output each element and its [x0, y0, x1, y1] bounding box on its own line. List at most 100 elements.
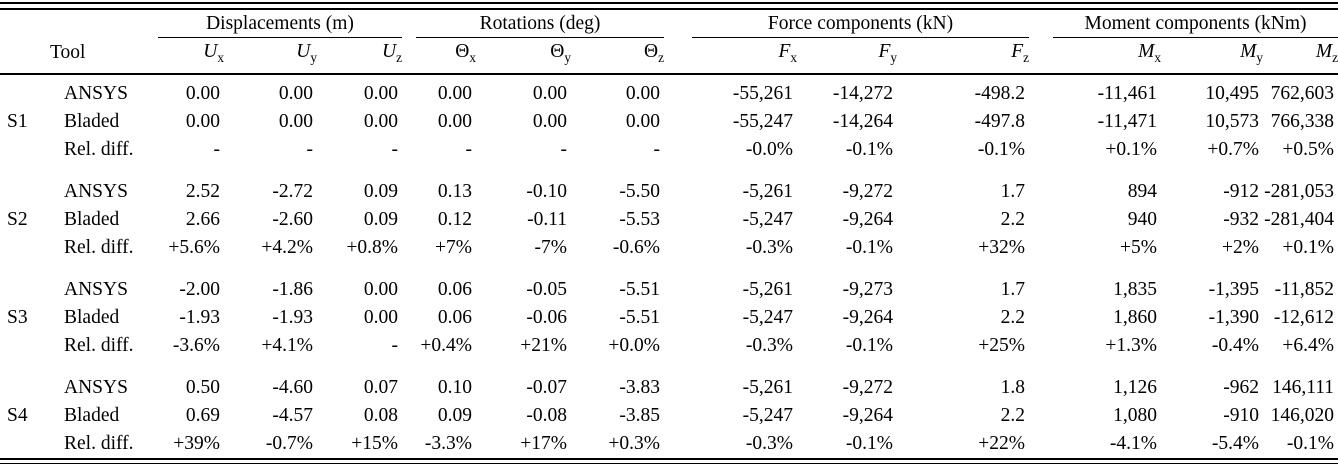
- tool-name: Bladed: [64, 208, 120, 230]
- value-cell: 0.00: [532, 110, 567, 132]
- value-cell: -3.6%: [172, 334, 220, 356]
- value-cell: 0.09: [363, 180, 398, 202]
- value-cell: 0.12: [437, 208, 472, 230]
- value-cell: -11,471: [1097, 110, 1158, 132]
- tool-name: Rel. diff.: [64, 236, 134, 258]
- tool-name: Rel. diff.: [64, 334, 134, 356]
- symbol-u: U: [382, 41, 397, 62]
- table-row: Bladed 2.66 -2.60 0.09 0.12 -0.11 -5.53 …: [0, 206, 1338, 234]
- value-cell: -3.83: [619, 376, 661, 398]
- value-cell: +0.7%: [1207, 138, 1260, 160]
- column-spacer: [1029, 164, 1053, 206]
- value-cell: 2.2: [1000, 306, 1026, 328]
- value-cell: -5.4%: [1211, 432, 1260, 454]
- value-cell: 0.09: [363, 208, 398, 230]
- value-cell: -0.7%: [265, 432, 313, 454]
- column-spacer: [1029, 360, 1053, 402]
- column-spacer: [1029, 108, 1053, 136]
- table-top-rule: [0, 2, 1338, 10]
- value-cell: 10,495: [1205, 82, 1260, 104]
- table-row: Rel. diff. +5.6% +4.2% +0.8% +7% -7% -0.…: [0, 234, 1338, 262]
- column-spacer: [664, 74, 692, 108]
- value-cell: -14,264: [832, 110, 894, 132]
- value-cell: -5,261: [742, 278, 794, 300]
- value-cell: 2.66: [185, 208, 220, 230]
- value-cell: -0.0%: [745, 138, 794, 160]
- scenario-header-blank: [0, 37, 50, 75]
- column-spacer: [402, 402, 416, 430]
- column-spacer: [664, 37, 693, 75]
- column-spacer: [664, 136, 692, 164]
- value-cell: -: [560, 138, 568, 160]
- symbol-theta: Θ: [455, 41, 470, 62]
- value-cell: -281,404: [1264, 208, 1335, 230]
- col-header-my: My: [1161, 37, 1264, 75]
- value-cell: -0.4%: [1211, 334, 1260, 356]
- column-spacer: [402, 234, 416, 262]
- value-cell: -55,247: [732, 110, 794, 132]
- symbol-u: U: [203, 41, 218, 62]
- value-cell: 0.06: [437, 306, 472, 328]
- tool-name: Rel. diff.: [64, 138, 134, 160]
- column-spacer: [664, 206, 692, 234]
- value-cell: -3.3%: [424, 432, 472, 454]
- value-cell: -4.1%: [1109, 432, 1158, 454]
- value-cell: 10,573: [1205, 110, 1260, 132]
- symbol-m: M: [1240, 41, 1257, 62]
- column-spacer: [402, 332, 416, 360]
- column-spacer: [402, 206, 416, 234]
- comparison-table: Displacements (m) Rotations (deg) Force …: [0, 10, 1338, 458]
- value-cell: 0.00: [437, 110, 472, 132]
- value-cell: -2.00: [179, 278, 220, 300]
- table-bottom-rule: [0, 457, 1338, 464]
- column-spacer: [664, 332, 692, 360]
- tool-name: ANSYS: [64, 376, 128, 398]
- value-cell: -: [391, 138, 399, 160]
- table-row: Rel. diff. +39% -0.7% +15% -3.3% +17% +0…: [0, 430, 1338, 458]
- column-spacer: [664, 10, 692, 38]
- col-header-fz: Fz: [897, 37, 1030, 75]
- value-cell: -2.72: [272, 180, 313, 202]
- value-cell: -0.06: [526, 306, 567, 328]
- value-cell: -0.1%: [977, 138, 1026, 160]
- value-cell: +6.4%: [1282, 334, 1335, 356]
- col-header-thetay: Θy: [476, 37, 571, 75]
- value-cell: 0.69: [185, 404, 220, 426]
- value-cell: -0.1%: [845, 432, 894, 454]
- symbol-f: F: [1011, 41, 1024, 62]
- table-row: Rel. diff. -3.6% +4.1% - +0.4% +21% +0.0…: [0, 332, 1338, 360]
- symbol-m: M: [1315, 41, 1333, 62]
- value-cell: -9,273: [842, 278, 894, 300]
- value-cell: -1,390: [1208, 306, 1260, 328]
- value-cell: -9,272: [842, 376, 894, 398]
- column-spacer: [402, 108, 416, 136]
- tool-name: ANSYS: [64, 82, 128, 104]
- column-spacer: [664, 402, 692, 430]
- column-spacer: [664, 430, 692, 458]
- symbol-theta: Θ: [550, 41, 565, 62]
- value-cell: -: [391, 334, 399, 356]
- column-spacer: [664, 262, 692, 304]
- table-row: S4 ANSYS 0.50 -4.60 0.07 0.10 -0.07 -3.8…: [0, 360, 1338, 426]
- value-cell: -1.86: [272, 278, 313, 300]
- value-cell: -1.93: [272, 306, 313, 328]
- value-cell: -1.93: [179, 306, 220, 328]
- col-header-uy: Uy: [224, 37, 317, 75]
- value-cell: 2.52: [185, 180, 220, 202]
- col-header-mx: Mx: [1053, 37, 1162, 75]
- value-cell: -5,247: [742, 306, 794, 328]
- symbol-m: M: [1138, 41, 1155, 62]
- value-cell: 0.00: [363, 110, 398, 132]
- value-cell: -0.11: [527, 208, 567, 230]
- col-header-mz: Mz: [1263, 37, 1338, 75]
- value-cell: -2.60: [272, 208, 313, 230]
- value-cell: -0.3%: [745, 432, 794, 454]
- value-cell: -910: [1223, 404, 1260, 426]
- tool-name: Bladed: [64, 306, 120, 328]
- value-cell: -9,264: [842, 404, 894, 426]
- value-cell: -912: [1223, 180, 1260, 202]
- value-cell: +0.1%: [1282, 236, 1335, 258]
- value-cell: -5.51: [619, 278, 661, 300]
- value-cell: -4.60: [272, 376, 313, 398]
- value-cell: 0.00: [437, 82, 472, 104]
